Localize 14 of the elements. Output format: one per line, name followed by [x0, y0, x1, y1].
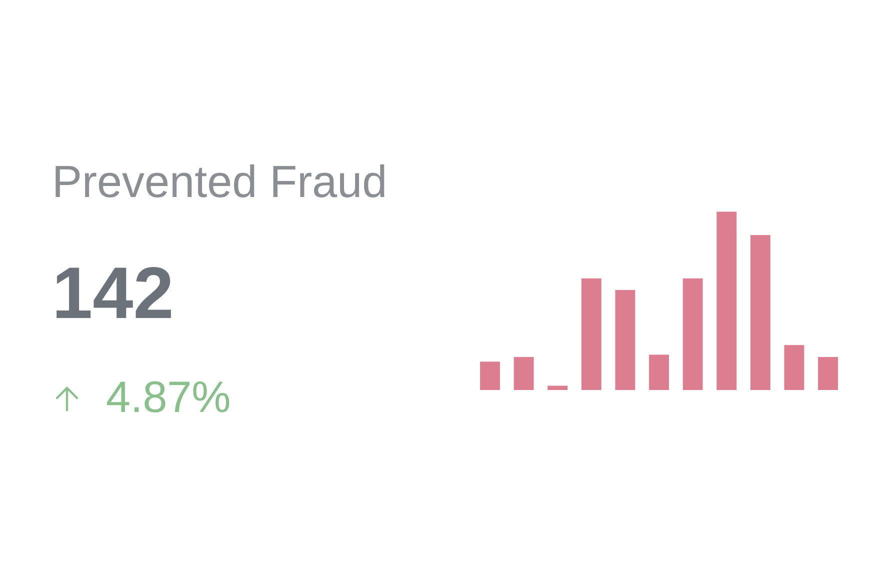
bar [818, 357, 838, 390]
bar [581, 278, 602, 390]
bar [716, 212, 737, 390]
bar [548, 386, 568, 390]
bar [480, 362, 500, 390]
text: 142 [52, 253, 174, 334]
bar [514, 357, 534, 390]
chart-title: Prevented Fraud [52, 156, 388, 207]
bar [649, 354, 669, 390]
bar [784, 345, 804, 390]
bar [750, 235, 770, 390]
bar [682, 278, 703, 390]
bar [615, 290, 636, 390]
text: 4.87% [106, 373, 231, 422]
